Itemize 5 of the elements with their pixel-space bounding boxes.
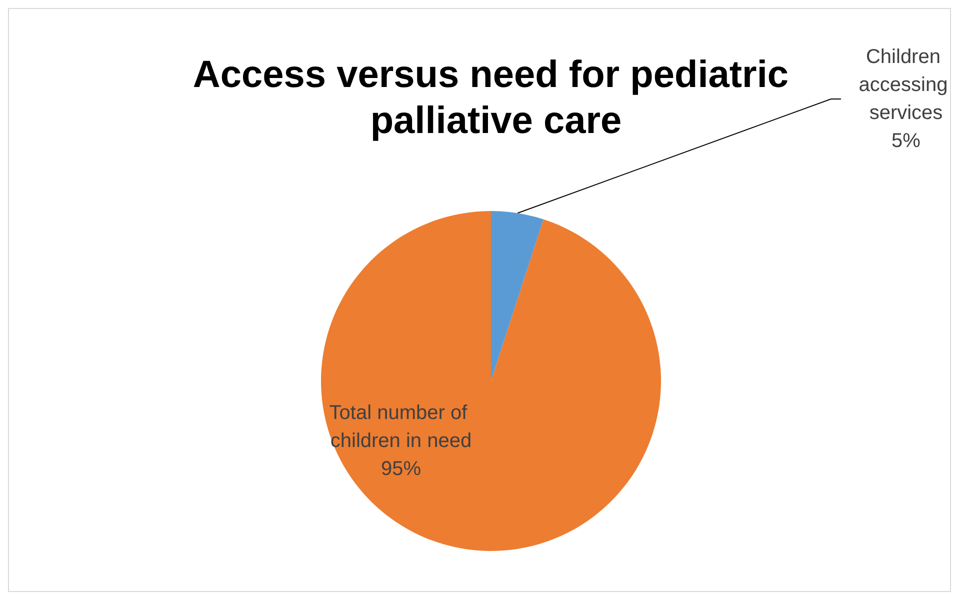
data-label: 95%: [380, 458, 422, 480]
slice-label: Total number of children in need: [329, 402, 473, 452]
data-label: 5%: [892, 130, 921, 152]
text: Access versus need for pediatric palliative care: [192, 54, 800, 142]
slice-label: Children accessing services: [858, 46, 954, 124]
